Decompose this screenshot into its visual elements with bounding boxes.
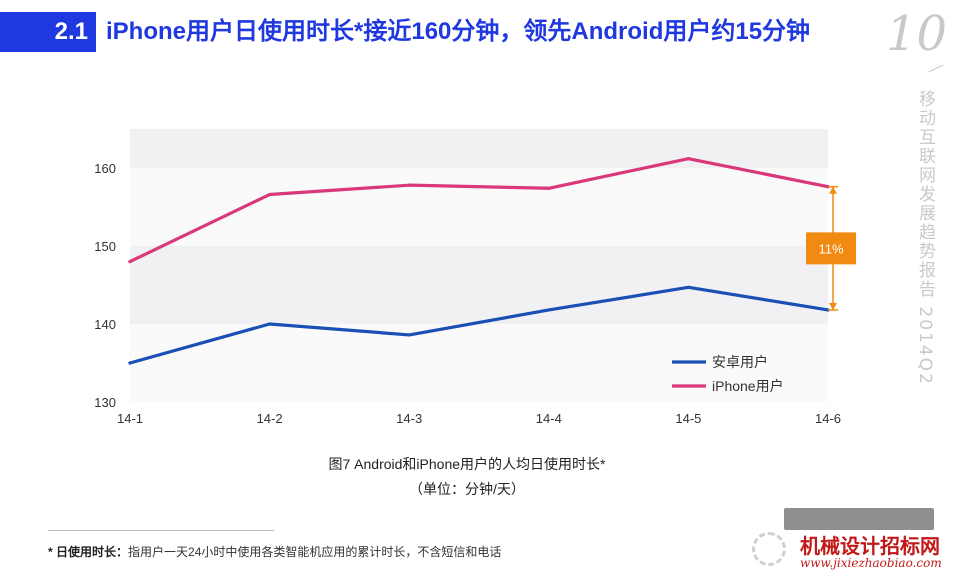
annotation-arrow — [829, 302, 837, 310]
line-chart: 130 140 150 160 14-1 14-2 14-3 14-4 14-5 14-6 11% 安… — [94, 129, 856, 426]
legend-label: iPhone用户 — [712, 378, 784, 394]
annotation-label: 11% — [818, 241, 843, 256]
footnote-divider — [48, 530, 274, 531]
watermark-name: 机械设计招标网 — [800, 534, 940, 558]
y-tick-label: 130 — [94, 395, 116, 410]
section-number-badge: 2.1 — [0, 12, 96, 52]
footnote-label: * 日使用时长： — [48, 545, 129, 559]
data-point — [547, 186, 551, 190]
chart-caption: 图7 Android和iPhone用户的人均日使用时长* — [328, 456, 606, 472]
legend-label: 安卓用户 — [712, 354, 768, 370]
x-tick-label: 14-3 — [396, 411, 422, 426]
footnote-text: 指用户一天24小时中使用各类智能机应用的累计时长，不含短信和电话 — [128, 545, 502, 559]
data-point — [686, 157, 691, 161]
y-tick-label: 150 — [94, 239, 116, 254]
plot-band — [130, 168, 828, 246]
plot-band — [130, 324, 828, 402]
data-point — [547, 308, 551, 312]
x-tick-label: 14-6 — [815, 411, 841, 426]
gear-icon — [752, 532, 786, 566]
page-title: iPhone用户日使用时长*接近160分钟，领先Android用户约15分钟 — [106, 18, 811, 45]
data-point — [128, 361, 132, 365]
brand-logo-box — [784, 508, 934, 530]
y-tick-label: 140 — [94, 317, 116, 332]
annotation-box — [806, 232, 856, 265]
report-side-title: 移动互联网发展趋势报告 2014Q2 — [915, 90, 935, 386]
data-point — [407, 183, 411, 187]
x-tick-label: 14-1 — [117, 411, 143, 426]
y-tick-label: 160 — [94, 161, 116, 176]
data-point — [407, 333, 411, 337]
page-number: 10 — [886, 6, 948, 62]
x-tick-label: 14-2 — [257, 411, 283, 426]
data-point — [268, 322, 272, 326]
annotation-arrow — [829, 186, 837, 194]
series-line-2 — [128, 157, 830, 264]
data-point — [128, 260, 132, 264]
chart-unit: （单位：分钟/天） — [409, 481, 525, 497]
series-line-1 — [128, 285, 830, 365]
x-tick-label: 14-4 — [536, 411, 562, 426]
watermark-url: www.jixiezhaobiao.com — [800, 556, 942, 570]
data-point — [686, 285, 691, 289]
data-point — [268, 192, 272, 197]
plot-band — [130, 246, 828, 324]
footnote: * 日使用时长：指用户一天24小时中使用各类智能机应用的累计时长，不含短信和电话 — [48, 543, 501, 560]
plot-band — [130, 129, 828, 168]
x-tick-label: 14-5 — [675, 411, 701, 426]
section-number: 2.1 — [54, 18, 88, 45]
